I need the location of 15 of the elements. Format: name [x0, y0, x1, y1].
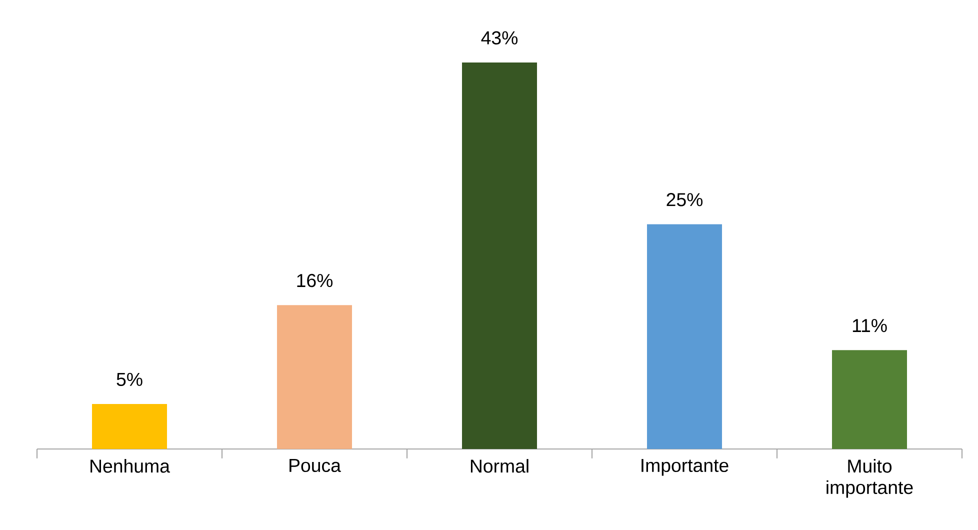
bar: [832, 350, 907, 449]
x-tick-label: Muito importante: [826, 459, 913, 498]
x-tick-label: Nenhuma: [90, 459, 170, 473]
x-tick-label: Importante: [642, 459, 728, 476]
data-label: 43%: [481, 31, 518, 44]
x-tick-label: Pouca: [290, 459, 341, 472]
bar: [277, 305, 352, 449]
data-label: 11%: [852, 319, 887, 332]
bar: [462, 62, 538, 449]
data-label: 25%: [666, 193, 703, 206]
x-tick-label: Normal: [470, 459, 528, 473]
data-label: 16%: [297, 274, 333, 288]
bar: [92, 404, 168, 449]
bar: [647, 224, 722, 449]
data-label: 5%: [116, 372, 142, 386]
